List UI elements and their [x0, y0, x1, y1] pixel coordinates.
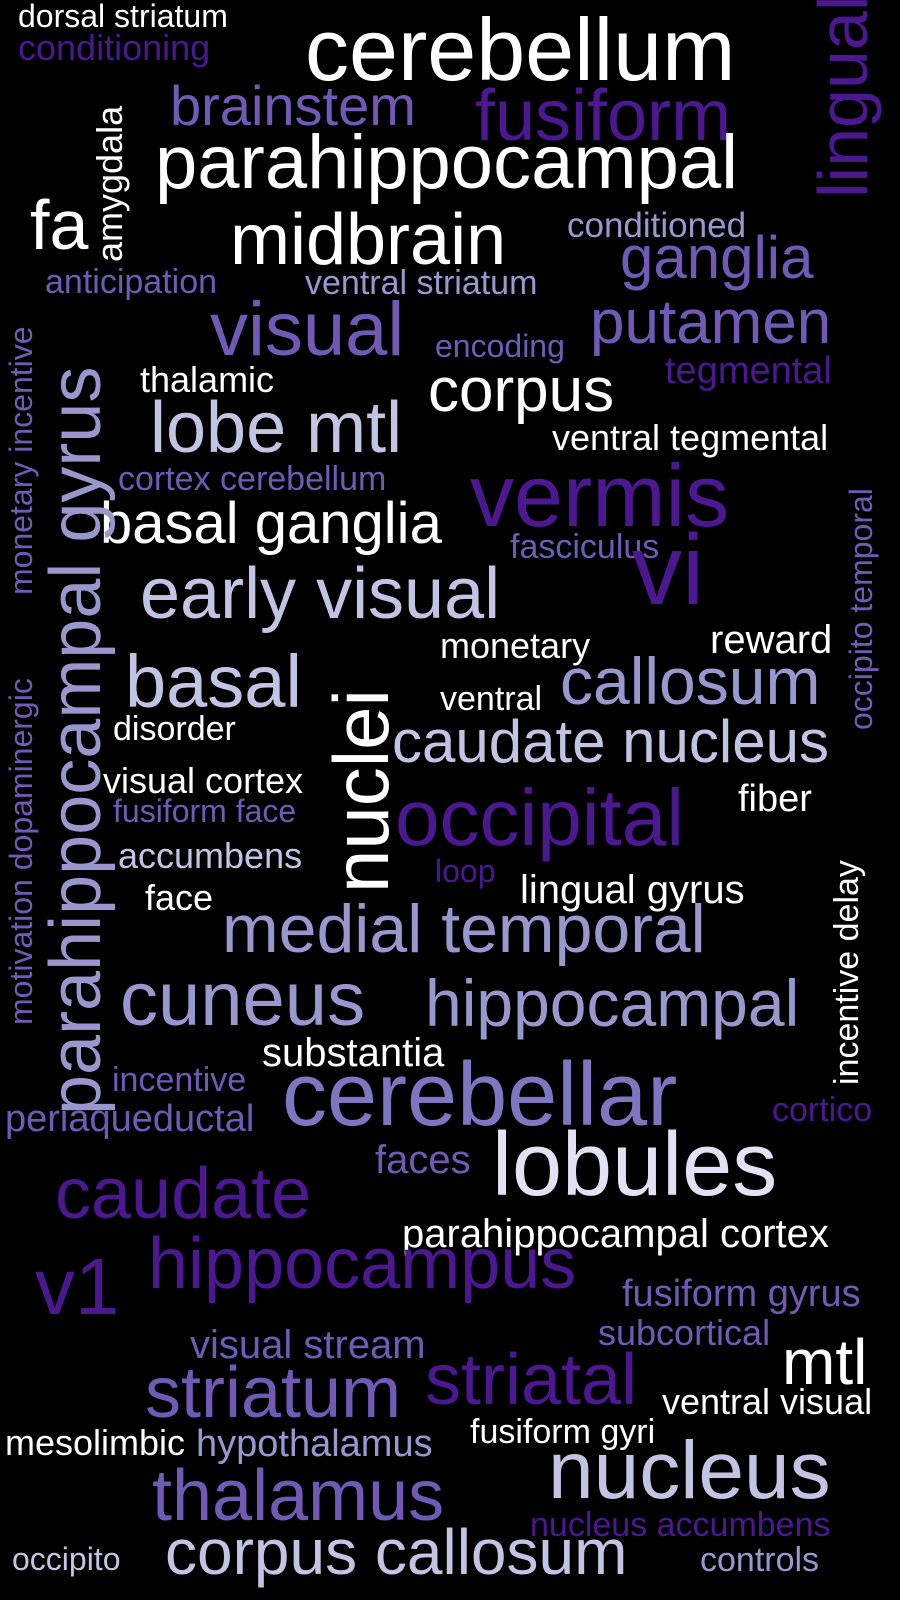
- word-disorder: disorder: [113, 710, 236, 748]
- word-fusiform: fusiform: [475, 76, 732, 156]
- word-controls: controls: [700, 1541, 820, 1579]
- word-faces: faces: [375, 1138, 471, 1182]
- word-basal: basal: [125, 640, 302, 723]
- word-ventral: ventral: [440, 680, 543, 718]
- word-midbrain: midbrain: [230, 200, 507, 280]
- word-tegmental: tegmental: [665, 350, 832, 392]
- word-nucleus-accumbens: nucleus accumbens: [530, 1506, 831, 1544]
- word-cortex-cerebellum: cortex cerebellum: [118, 460, 387, 498]
- word-thalamic: thalamic: [140, 359, 275, 400]
- word-fa: fa: [30, 186, 89, 264]
- word-cerebellum: cerebellum: [305, 0, 736, 99]
- word-visual: visual: [210, 287, 405, 372]
- word-mesolimbic: mesolimbic: [5, 1422, 186, 1463]
- word-fusiform-face: fusiform face: [113, 793, 297, 829]
- word-monetary-incentive: monetary incentive: [3, 326, 39, 595]
- word-cortico: cortico: [772, 1091, 873, 1129]
- word-occipito: occipito: [12, 1541, 121, 1577]
- word-lingual: lingual: [804, 0, 882, 198]
- word-parahippocampal-cortex: parahippocampal cortex: [402, 1212, 829, 1256]
- word-lingual-gyrus: lingual gyrus: [520, 868, 745, 912]
- word-periaqueductal: periaqueductal: [5, 1098, 255, 1140]
- word-face: face: [145, 877, 214, 918]
- word-amygdala: amygdala: [89, 105, 130, 262]
- word-motivation-dopaminergic: motivation dopaminergic: [3, 678, 39, 1025]
- word-corpus: corpus: [428, 356, 615, 425]
- word-vi: vi: [632, 514, 705, 626]
- word-brainstem: brainstem: [170, 74, 416, 137]
- word-putamen: putamen: [590, 288, 832, 357]
- word-subcortical: subcortical: [598, 1312, 771, 1353]
- word-vermis: vermis: [470, 446, 730, 545]
- word-ganglia: ganglia: [620, 224, 814, 291]
- word-cuneus: cuneus: [120, 957, 366, 1042]
- word-visual-cortex: visual cortex: [103, 760, 304, 801]
- word-occipital: occipital: [395, 773, 685, 862]
- word-thalamus: thalamus: [152, 1456, 445, 1536]
- word-striatal: striatal: [425, 1340, 638, 1420]
- word-incentive: incentive: [112, 1061, 247, 1099]
- word-striatum: striatum: [145, 1353, 402, 1433]
- word-ventral-striatum: ventral striatum: [305, 264, 538, 302]
- word-monetary: monetary: [440, 625, 591, 666]
- word-hippocampus: hippocampus: [148, 1224, 577, 1304]
- word-ventral-tegmental: ventral tegmental: [552, 417, 829, 458]
- word-caudate: caudate: [55, 1154, 312, 1234]
- word-visual-stream: visual stream: [190, 1323, 426, 1367]
- word-hippocampal: hippocampal: [425, 966, 800, 1040]
- word-anticipation: anticipation: [45, 263, 218, 301]
- word-fasciculus: fasciculus: [510, 528, 660, 566]
- word-fiber: fiber: [738, 778, 812, 820]
- word-nucleus: nucleus: [548, 1425, 831, 1516]
- word-conditioning: conditioning: [18, 27, 211, 68]
- word-fusiform-gyrus: fusiform gyrus: [622, 1273, 861, 1315]
- word-callosum: callosum: [560, 644, 821, 718]
- word-caudate-nucleus: caudate nucleus: [392, 708, 829, 775]
- word-loop: loop: [435, 853, 496, 889]
- word-medial-temporal: medial temporal: [222, 891, 706, 967]
- word-lobe-mtl: lobe mtl: [150, 388, 403, 468]
- word-dorsal-striatum: dorsal striatum: [18, 0, 228, 34]
- word-parahippocampal: parahippocampal: [155, 120, 739, 205]
- word-mtl: mtl: [782, 1326, 868, 1398]
- word-occipito-temporal: occipito temporal: [843, 488, 879, 730]
- word-parahippocampal-gyrus: parahippocampal gyrus: [36, 366, 116, 1115]
- word-corpus-callosum: corpus callosum: [165, 1516, 628, 1588]
- word-reward: reward: [710, 618, 833, 662]
- word-v1: v1: [35, 1242, 120, 1331]
- word-incentive-delay: incentive delay: [828, 860, 866, 1085]
- word-encoding: encoding: [435, 328, 565, 364]
- word-fusiform-gyri: fusiform gyri: [470, 1413, 656, 1451]
- word-lobules: lobules: [492, 1115, 778, 1215]
- word-nuclei: nuclei: [317, 689, 405, 893]
- word-hypothalamus: hypothalamus: [196, 1423, 433, 1465]
- word-substantia: substantia: [262, 1031, 445, 1075]
- word-basal-ganglia: basal ganglia: [100, 491, 442, 556]
- word-accumbens: accumbens: [118, 835, 303, 876]
- word-cerebellar: cerebellar: [282, 1045, 678, 1145]
- word-conditioned: conditioned: [567, 206, 747, 245]
- word-ventral-visual: ventral visual: [662, 1381, 873, 1422]
- word-early-visual: early visual: [140, 554, 501, 634]
